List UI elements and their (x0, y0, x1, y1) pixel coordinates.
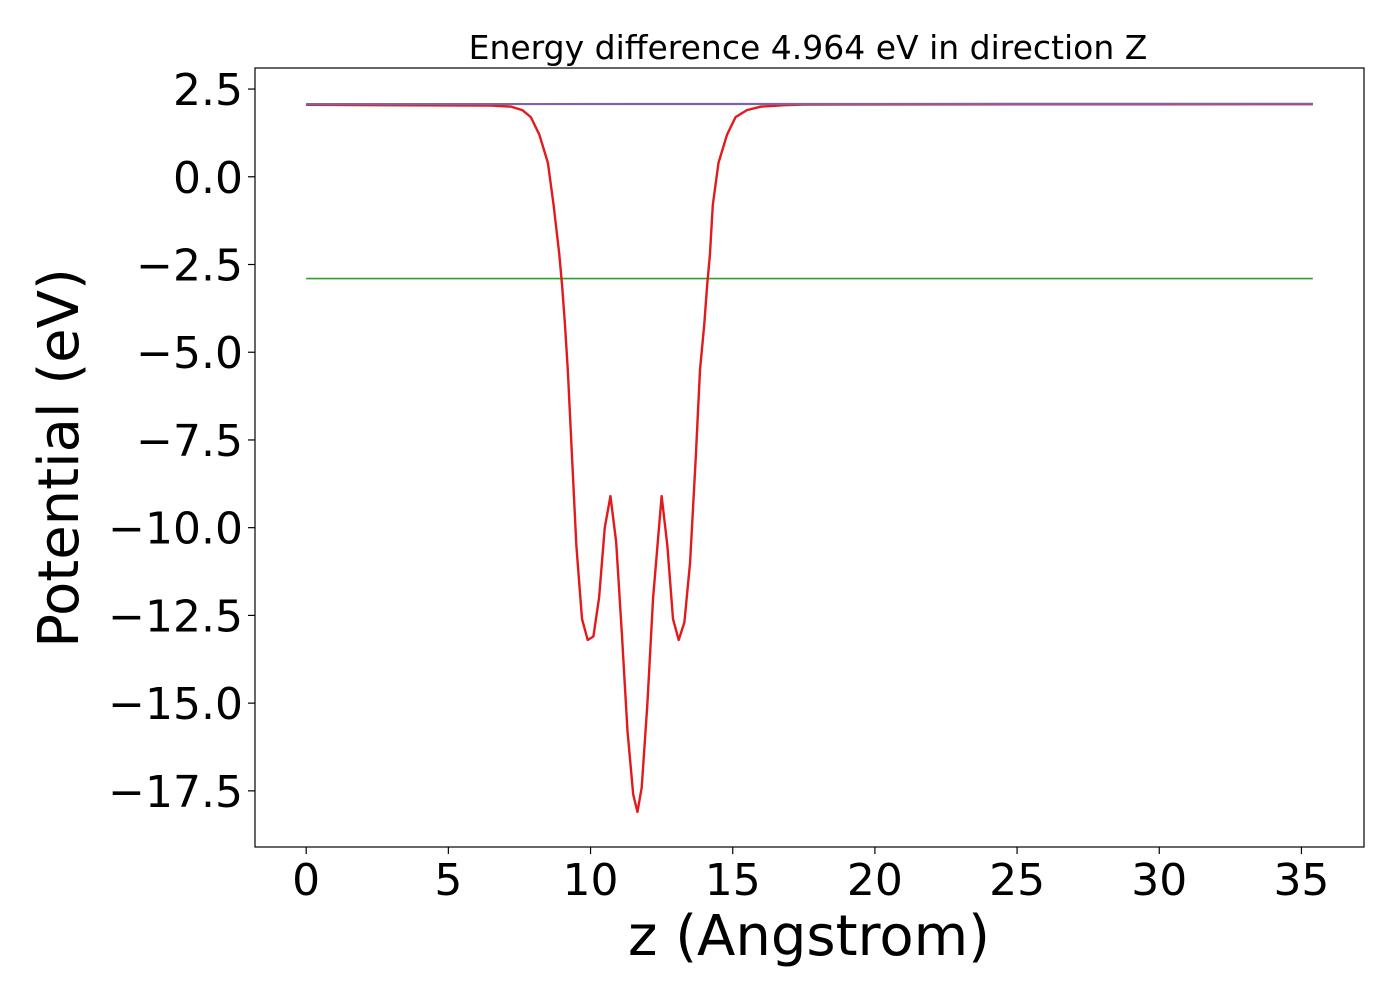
plot-area-frame (254, 67, 1365, 848)
x-tick-label: 15 (705, 855, 761, 906)
y-axis-ticks: 2.5 0.0 −2.5 −5.0 −7.5 −10.0 −12.5 −15.0 −17.5 (108, 65, 255, 818)
y-tick-label: −17.5 (108, 767, 243, 818)
x-tick-label: 30 (1131, 855, 1187, 906)
y-tick-label: −2.5 (136, 241, 243, 292)
chart-title: Energy difference 4.964 eV in direction … (469, 28, 1148, 67)
y-tick-label: −5.0 (136, 328, 243, 379)
x-tick-label: 5 (434, 855, 462, 906)
y-tick-label: −7.5 (136, 416, 243, 467)
x-tick-label: 25 (989, 855, 1045, 906)
potential-profile-line (306, 102, 1313, 814)
x-tick-label: 20 (847, 855, 903, 906)
y-tick-label: 2.5 (173, 65, 243, 116)
x-tick-label: 35 (1273, 855, 1329, 906)
series-layer (306, 102, 1313, 814)
y-tick-label: −12.5 (108, 591, 243, 642)
y-axis-label: Potential (eV) (27, 268, 92, 648)
y-tick-label: 0.0 (173, 153, 243, 204)
x-tick-label: 10 (563, 855, 619, 906)
y-tick-label: −15.0 (108, 679, 243, 730)
x-tick-label: 0 (292, 855, 320, 906)
x-axis-label: z (Angstrom) (628, 904, 990, 969)
y-tick-label: −10.0 (108, 504, 243, 555)
x-axis-ticks: 0 5 10 15 20 25 30 35 (292, 847, 1329, 906)
